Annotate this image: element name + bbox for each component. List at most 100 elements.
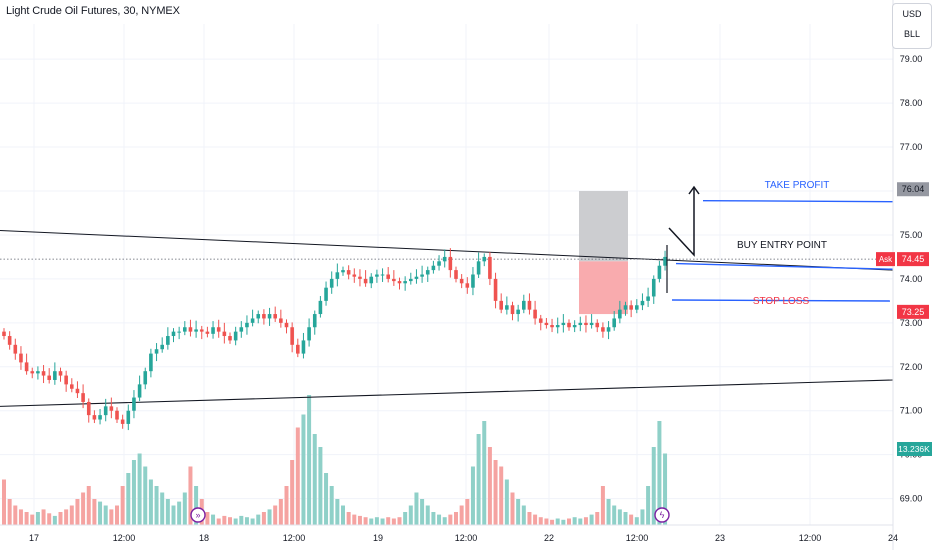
- volume-bar: [527, 512, 532, 525]
- volume-bar: [75, 499, 80, 525]
- volume-bar: [335, 499, 340, 525]
- candle-body: [358, 276, 362, 279]
- volume-bar: [600, 486, 605, 525]
- stop-loss-zone: [579, 261, 628, 315]
- price-tick-label: 69.00: [900, 494, 923, 504]
- entry-line: [675, 262, 894, 270]
- price-tick-label: 72.00: [900, 362, 923, 372]
- volume-bar: [182, 492, 187, 525]
- volume-bar: [442, 517, 447, 525]
- candle-body: [493, 278, 498, 301]
- candle-body: [324, 287, 328, 301]
- stop-loss-label: STOP LOSS: [753, 296, 810, 307]
- candle-body: [589, 322, 594, 326]
- volume-bar: [98, 501, 103, 525]
- take-profit-price-text: 76.04: [902, 184, 925, 194]
- buy-entry-label: BUY ENTRY POINT: [737, 240, 827, 251]
- volume-badge: [897, 442, 932, 456]
- candle-body: [273, 314, 277, 319]
- candle-body: [194, 329, 198, 332]
- candle-body: [75, 388, 80, 394]
- price-tick-label: 78.00: [900, 98, 923, 108]
- time-tick-label: 12:00: [113, 533, 136, 543]
- volume-bar: [18, 509, 23, 525]
- volume-bar: [646, 486, 651, 525]
- candle-body: [397, 281, 402, 284]
- candle-body: [414, 276, 419, 279]
- candle-body: [595, 322, 600, 328]
- volume-bar: [499, 466, 504, 525]
- volume-bar: [244, 517, 249, 525]
- time-axis: 17 12:00 18 12:00 19 12:00 22 12:00 23 12:00 24: [0, 524, 898, 543]
- price-axis: 79.0078.0077.0076.0075.0074.0073.0072.00…: [876, 0, 932, 550]
- volume-bar: [437, 514, 442, 525]
- volume-bar: [583, 517, 588, 525]
- time-tick-label: 22: [544, 533, 554, 543]
- candle-body: [24, 362, 29, 372]
- volume-bar: [188, 466, 193, 525]
- volume-badge-text: 13.236K: [898, 444, 930, 454]
- candle-body: [437, 261, 441, 266]
- volume-bar: [516, 499, 521, 525]
- candle-body: [533, 309, 537, 319]
- volume-bar: [131, 460, 136, 525]
- volume-bar: [216, 518, 221, 525]
- volume-bar: [629, 514, 634, 525]
- volume-bar: [341, 505, 345, 525]
- candle-body: [651, 278, 656, 297]
- volume-bar: [69, 505, 74, 525]
- candle-body: [363, 278, 368, 284]
- candle-body: [205, 331, 210, 334]
- candle-body: [245, 322, 249, 328]
- candle-body: [380, 274, 385, 276]
- candle-body: [267, 314, 272, 319]
- volume-bar: [470, 466, 475, 525]
- candle-body: [239, 327, 244, 332]
- volume-bar: [222, 515, 227, 525]
- ask-tag-text: Ask: [879, 255, 893, 264]
- volume-bar: [657, 421, 662, 525]
- candle-body: [510, 305, 515, 315]
- volume-bar: [386, 517, 391, 525]
- volume-bar: [24, 512, 29, 525]
- volume-bar: [521, 505, 526, 525]
- candle-body: [352, 274, 357, 277]
- candle-body: [499, 300, 503, 310]
- candle-body: [109, 406, 114, 411]
- candle-body: [312, 314, 317, 328]
- volume-bar: [86, 486, 91, 525]
- volume-bar: [261, 512, 266, 525]
- volume-bar: [504, 479, 509, 525]
- volume-bar: [120, 486, 125, 525]
- time-tick-label: 12:00: [455, 533, 478, 543]
- volume-bar: [567, 518, 571, 525]
- volume-bar: [171, 505, 176, 525]
- candle-body: [459, 278, 464, 284]
- volume-bar: [115, 505, 119, 525]
- candle-body: [126, 410, 131, 424]
- volume-bar: [459, 505, 464, 525]
- candle-body: [476, 261, 481, 275]
- volume-bar: [352, 514, 357, 525]
- volume-bar: [391, 518, 396, 525]
- candle-body: [561, 322, 566, 326]
- volume-bar: [420, 499, 425, 525]
- candle-body: [392, 278, 396, 282]
- currency-unit-selector[interactable]: USD BLL: [892, 3, 932, 49]
- candle-body: [635, 305, 639, 310]
- candle-body: [505, 305, 509, 310]
- event-arrow-glyph: »: [195, 510, 200, 520]
- volume-bar: [589, 514, 594, 525]
- candle-body: [606, 327, 611, 332]
- volume-bar: [318, 447, 323, 525]
- volume-bar: [561, 519, 566, 525]
- volume-bar: [380, 518, 385, 525]
- volume-bar: [290, 460, 295, 525]
- candle-body: [290, 327, 294, 345]
- volume-bar: [205, 512, 210, 525]
- candle-body: [488, 256, 492, 279]
- time-tick-label: 12:00: [799, 533, 822, 543]
- candle-body: [7, 336, 12, 345]
- volume-bars: [2, 395, 668, 525]
